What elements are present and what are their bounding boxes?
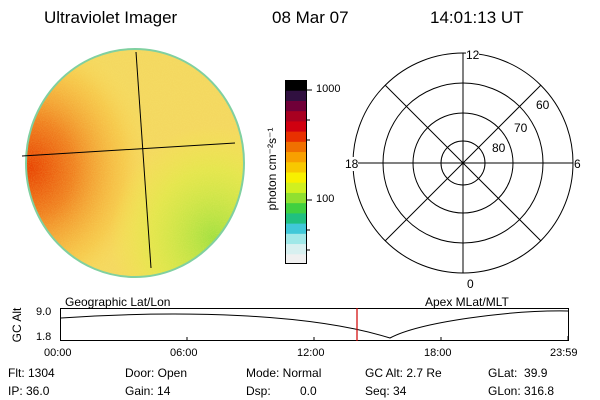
polar-plot xyxy=(352,52,574,274)
glat-value: GLat: 39.9 xyxy=(488,366,548,380)
colorbar-band xyxy=(285,90,307,101)
colorbar-band xyxy=(285,182,307,193)
timeline-xtick-1200: 12:00 xyxy=(297,347,325,359)
mlat-label-60: 60 xyxy=(536,98,550,112)
mlat-label-70: 70 xyxy=(514,121,528,135)
colorbar-band xyxy=(285,151,307,163)
timeline-xtick-1800: 18:00 xyxy=(424,347,452,359)
colorbar-band xyxy=(285,202,307,214)
time-label: 14:01:13 UT xyxy=(430,8,524,27)
geographic-label: Geographic Lat/Lon xyxy=(65,295,171,309)
colorbar-band xyxy=(285,172,307,183)
date-label: 08 Mar 07 xyxy=(272,8,349,27)
colorbar-band xyxy=(285,253,307,264)
sequence-value: Seq: 34 xyxy=(365,384,407,398)
timeline-xtick-2359: 23:59 xyxy=(550,347,578,359)
dsp-value: 0.0 xyxy=(300,384,317,398)
colorbar-band xyxy=(285,192,307,204)
colorbar-band xyxy=(285,212,307,224)
colorbar-band xyxy=(285,80,307,91)
gc-alt-value: GC Alt: 2.7 Re xyxy=(365,366,442,380)
mlt-label-6: 6 xyxy=(574,157,581,171)
altitude-curve xyxy=(60,310,569,339)
mlt-label-0: 0 xyxy=(467,277,474,291)
mlt-label-18: 18 xyxy=(345,157,359,171)
mlat-label-80: 80 xyxy=(492,141,506,155)
colorbar xyxy=(285,80,307,264)
dsp-label: Dsp: xyxy=(246,384,271,398)
colorbar-band xyxy=(285,243,307,255)
mode-value: Mode: Normal xyxy=(246,366,322,380)
imager-title: Ultraviolet Imager xyxy=(44,8,178,27)
glon-value: GLon: 316.8 xyxy=(488,384,555,398)
flight-value: Flt: 1304 xyxy=(8,366,55,380)
colorbar-band xyxy=(285,233,307,245)
colorbar-band xyxy=(285,223,307,234)
colorbar-band xyxy=(285,100,307,112)
timeline-xtick-0000: 00:00 xyxy=(44,347,72,359)
colorbar-band xyxy=(285,141,307,153)
mlt-label-12: 12 xyxy=(466,48,480,62)
timeline-xtick-0600: 06:00 xyxy=(170,347,198,359)
timeline-ytick-1: 1.8 xyxy=(36,331,52,343)
uv-image-disk xyxy=(21,48,245,278)
timeline-ytick-9: 9.0 xyxy=(36,306,52,318)
door-status: Door: Open xyxy=(125,366,188,380)
apex-label: Apex MLat/MLT xyxy=(425,295,509,309)
colorbar-band xyxy=(285,161,307,173)
timeline-axis-title: GC Alt xyxy=(10,307,24,343)
ip-value: IP: 36.0 xyxy=(8,384,50,398)
gain-value: Gain: 14 xyxy=(125,384,171,398)
colorbar-ticks xyxy=(307,89,312,251)
colorbar-tick-1000: 1000 xyxy=(316,83,341,95)
colorbar-band xyxy=(285,110,307,122)
altitude-timeline xyxy=(60,308,569,341)
colorbar-band xyxy=(285,131,307,142)
colorbar-tick-100: 100 xyxy=(316,193,335,205)
latitude-line xyxy=(21,142,236,157)
colorbar-band xyxy=(285,120,307,132)
longitude-line xyxy=(135,51,152,269)
colorbar-unit-label: photon cm⁻²s⁻¹ xyxy=(265,127,279,211)
